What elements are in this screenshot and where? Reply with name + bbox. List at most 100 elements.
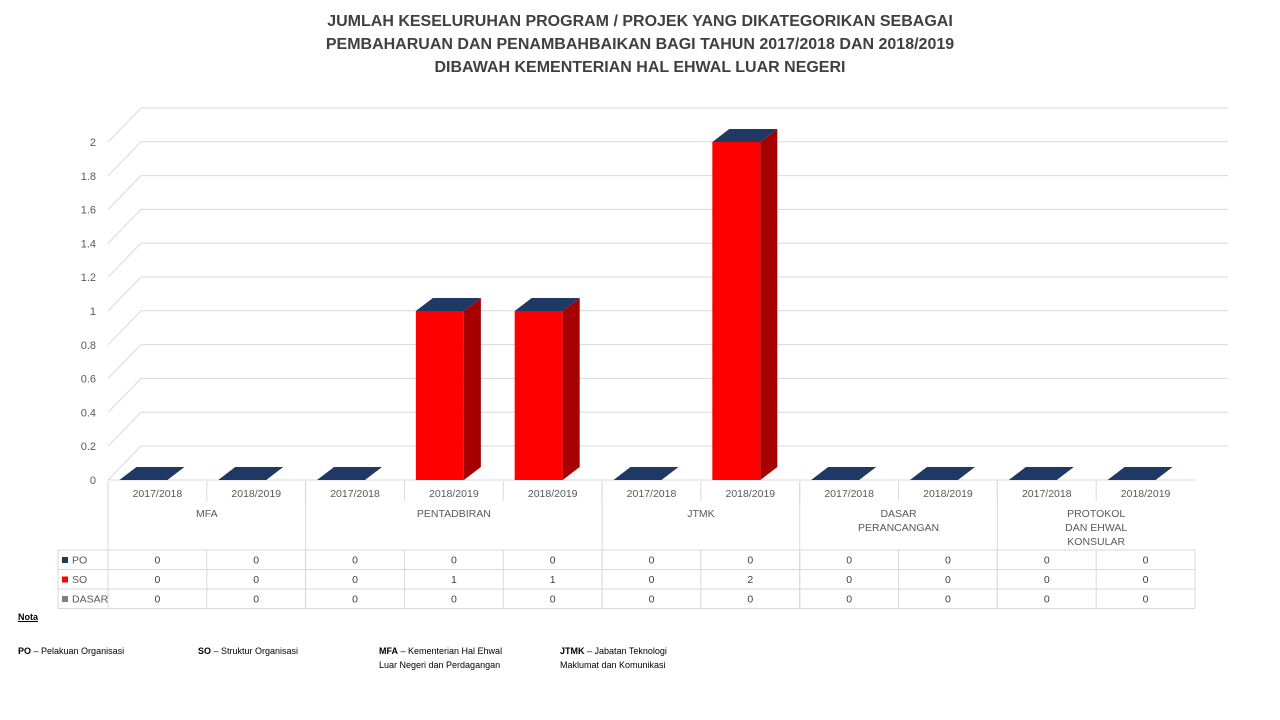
chart-title-line-2: PEMBAHARUAN DAN PENAMBAHBAIKAN BAGI TAHU… (325, 36, 955, 53)
y-tick-label: 0.2 (81, 441, 96, 453)
bar-front-so (514, 311, 563, 480)
data-label: 0 (352, 574, 358, 586)
data-label: 0 (846, 574, 852, 586)
data-label: 1 (451, 574, 457, 586)
data-label: 0 (1143, 555, 1149, 567)
chart-title-line-3: DIBAWAH KEMENTERIAN HAL EHWAL LUAR NEGER… (434, 59, 846, 76)
gridline-diagonal (107, 310, 142, 346)
data-label: 0 (154, 555, 160, 567)
data-label: 0 (846, 594, 852, 606)
data-label: 0 (1044, 555, 1050, 567)
group-label: JTMK (687, 508, 714, 520)
y-tick-label: 0.8 (81, 340, 96, 352)
data-label: 0 (945, 555, 951, 567)
legend-key-dasar (62, 596, 68, 602)
bar-top (119, 467, 185, 480)
data-label: 0 (253, 555, 259, 567)
legend-label: SO (72, 574, 87, 586)
x-tick-label: 2018/2019 (429, 488, 479, 500)
group-label: MFA (196, 508, 218, 520)
gridline-diagonal (107, 344, 142, 379)
data-label: 0 (649, 555, 655, 567)
x-tick-label: 2018/2019 (1121, 488, 1171, 500)
group-label: DAN EHWAL (1065, 522, 1127, 534)
gridline-diagonal (107, 175, 142, 210)
gridline-diagonal (107, 276, 142, 312)
bar-side-so (760, 129, 778, 480)
bar-side-so (463, 298, 481, 480)
data-label: 0 (649, 574, 655, 586)
data-label: 2 (747, 574, 753, 586)
x-tick-label: 2017/2018 (1022, 488, 1072, 500)
data-label: 0 (945, 574, 951, 586)
bar-top (218, 467, 284, 480)
y-tick-label: 1.8 (81, 171, 96, 183)
y-tick-label: 1.4 (81, 238, 96, 250)
bar-top (415, 298, 481, 311)
bar-top (909, 467, 975, 480)
y-tick-label: 2 (90, 137, 96, 149)
y-tick-label: 0.4 (81, 407, 96, 419)
group-label: PROTOKOL (1067, 508, 1125, 520)
bar-top (1008, 467, 1074, 480)
data-label: 0 (154, 594, 160, 606)
data-label: 0 (451, 555, 457, 567)
gridline-diagonal (107, 141, 142, 177)
x-tick-label: 2017/2018 (133, 488, 183, 500)
group-label: DASAR (880, 508, 917, 520)
y-tick-label: 1.2 (81, 272, 96, 284)
data-label: 0 (550, 555, 556, 567)
gridline-diagonal (107, 209, 142, 244)
data-label: 0 (747, 555, 753, 567)
chart-title-line-1: JUMLAH KESELURUHAN PROGRAM / PROJEK YANG… (327, 13, 953, 30)
y-tick-label: 1.6 (81, 205, 96, 217)
gridline-diagonal (107, 411, 142, 447)
data-label: 0 (747, 594, 753, 606)
x-tick-label: 2017/2018 (330, 488, 380, 500)
data-label: 0 (352, 555, 358, 567)
bar-top (811, 467, 877, 480)
y-tick-label: 0 (90, 475, 96, 487)
bar-side-so (562, 298, 580, 480)
group-label: KONSULAR (1067, 536, 1125, 548)
legend-label: DASAR (72, 594, 109, 606)
gridline-diagonal (107, 445, 142, 481)
bar-front-so (415, 311, 464, 480)
data-label: 0 (451, 594, 457, 606)
bar-top (1107, 467, 1173, 480)
legend-label: PO (72, 555, 87, 567)
data-label: 0 (1143, 594, 1149, 606)
data-label: 0 (253, 594, 259, 606)
x-tick-label: 2017/2018 (824, 488, 874, 500)
gridline-diagonal (107, 107, 142, 143)
data-label: 0 (945, 594, 951, 606)
group-label: PENTADBIRAN (417, 508, 491, 520)
data-label: 1 (550, 574, 556, 586)
bar-top (514, 298, 580, 311)
y-tick-label: 0.6 (81, 374, 96, 386)
bar-top (613, 467, 679, 480)
data-label: 0 (154, 574, 160, 586)
bar-front-so (712, 142, 761, 480)
data-label: 0 (846, 555, 852, 567)
bar-top (712, 129, 778, 142)
x-tick-label: 2018/2019 (528, 488, 578, 500)
data-label: 0 (1143, 574, 1149, 586)
data-label: 0 (1044, 594, 1050, 606)
data-label: 0 (649, 594, 655, 606)
data-label: 0 (550, 594, 556, 606)
group-label: PERANCANGAN (858, 522, 939, 534)
data-label: 0 (1044, 574, 1050, 586)
x-tick-label: 2018/2019 (923, 488, 973, 500)
data-label: 0 (253, 574, 259, 586)
legend-key-so (62, 576, 68, 583)
chart-title: JUMLAH KESELURUHAN PROGRAM / PROJEK YANG… (0, 10, 1280, 79)
x-tick-label: 2017/2018 (627, 488, 677, 500)
x-tick-label: 2018/2019 (231, 488, 281, 500)
legend-key-po (62, 557, 68, 563)
gridline-diagonal (107, 242, 142, 278)
x-tick-label: 2018/2019 (725, 488, 775, 500)
data-label: 0 (352, 594, 358, 606)
bar-top (317, 467, 383, 480)
